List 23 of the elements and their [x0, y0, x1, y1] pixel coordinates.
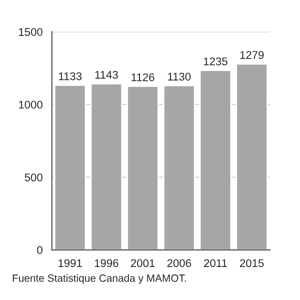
bar [126, 85, 159, 250]
y-tick-label: 1000 [19, 100, 42, 109]
data-label: 1130 [168, 72, 191, 81]
bar [199, 70, 232, 250]
x-tick-label: 1991 [58, 259, 82, 268]
source-note: Fuente Statistique Canada y MAMOT. [12, 274, 186, 284]
x-tick-label: 2001 [130, 259, 155, 268]
y-tick-label: 500 [24, 173, 42, 182]
data-label: 1143 [95, 70, 118, 79]
y-tick-label: 0 [37, 246, 42, 254]
x-tick-label: 2006 [167, 259, 191, 268]
bar [54, 84, 86, 250]
data-label: 1279 [240, 51, 264, 59]
bar [162, 84, 196, 250]
x-tick-label: 1996 [94, 259, 118, 268]
bar [236, 63, 268, 250]
x-tick-label: 2015 [240, 259, 264, 268]
data-label: 1126 [132, 73, 154, 82]
bar [90, 83, 123, 250]
y-tick-label: 1500 [19, 28, 42, 36]
data-label: 1235 [204, 57, 228, 66]
x-tick-label: 2011 [204, 259, 227, 268]
data-label: 1133 [58, 72, 82, 80]
